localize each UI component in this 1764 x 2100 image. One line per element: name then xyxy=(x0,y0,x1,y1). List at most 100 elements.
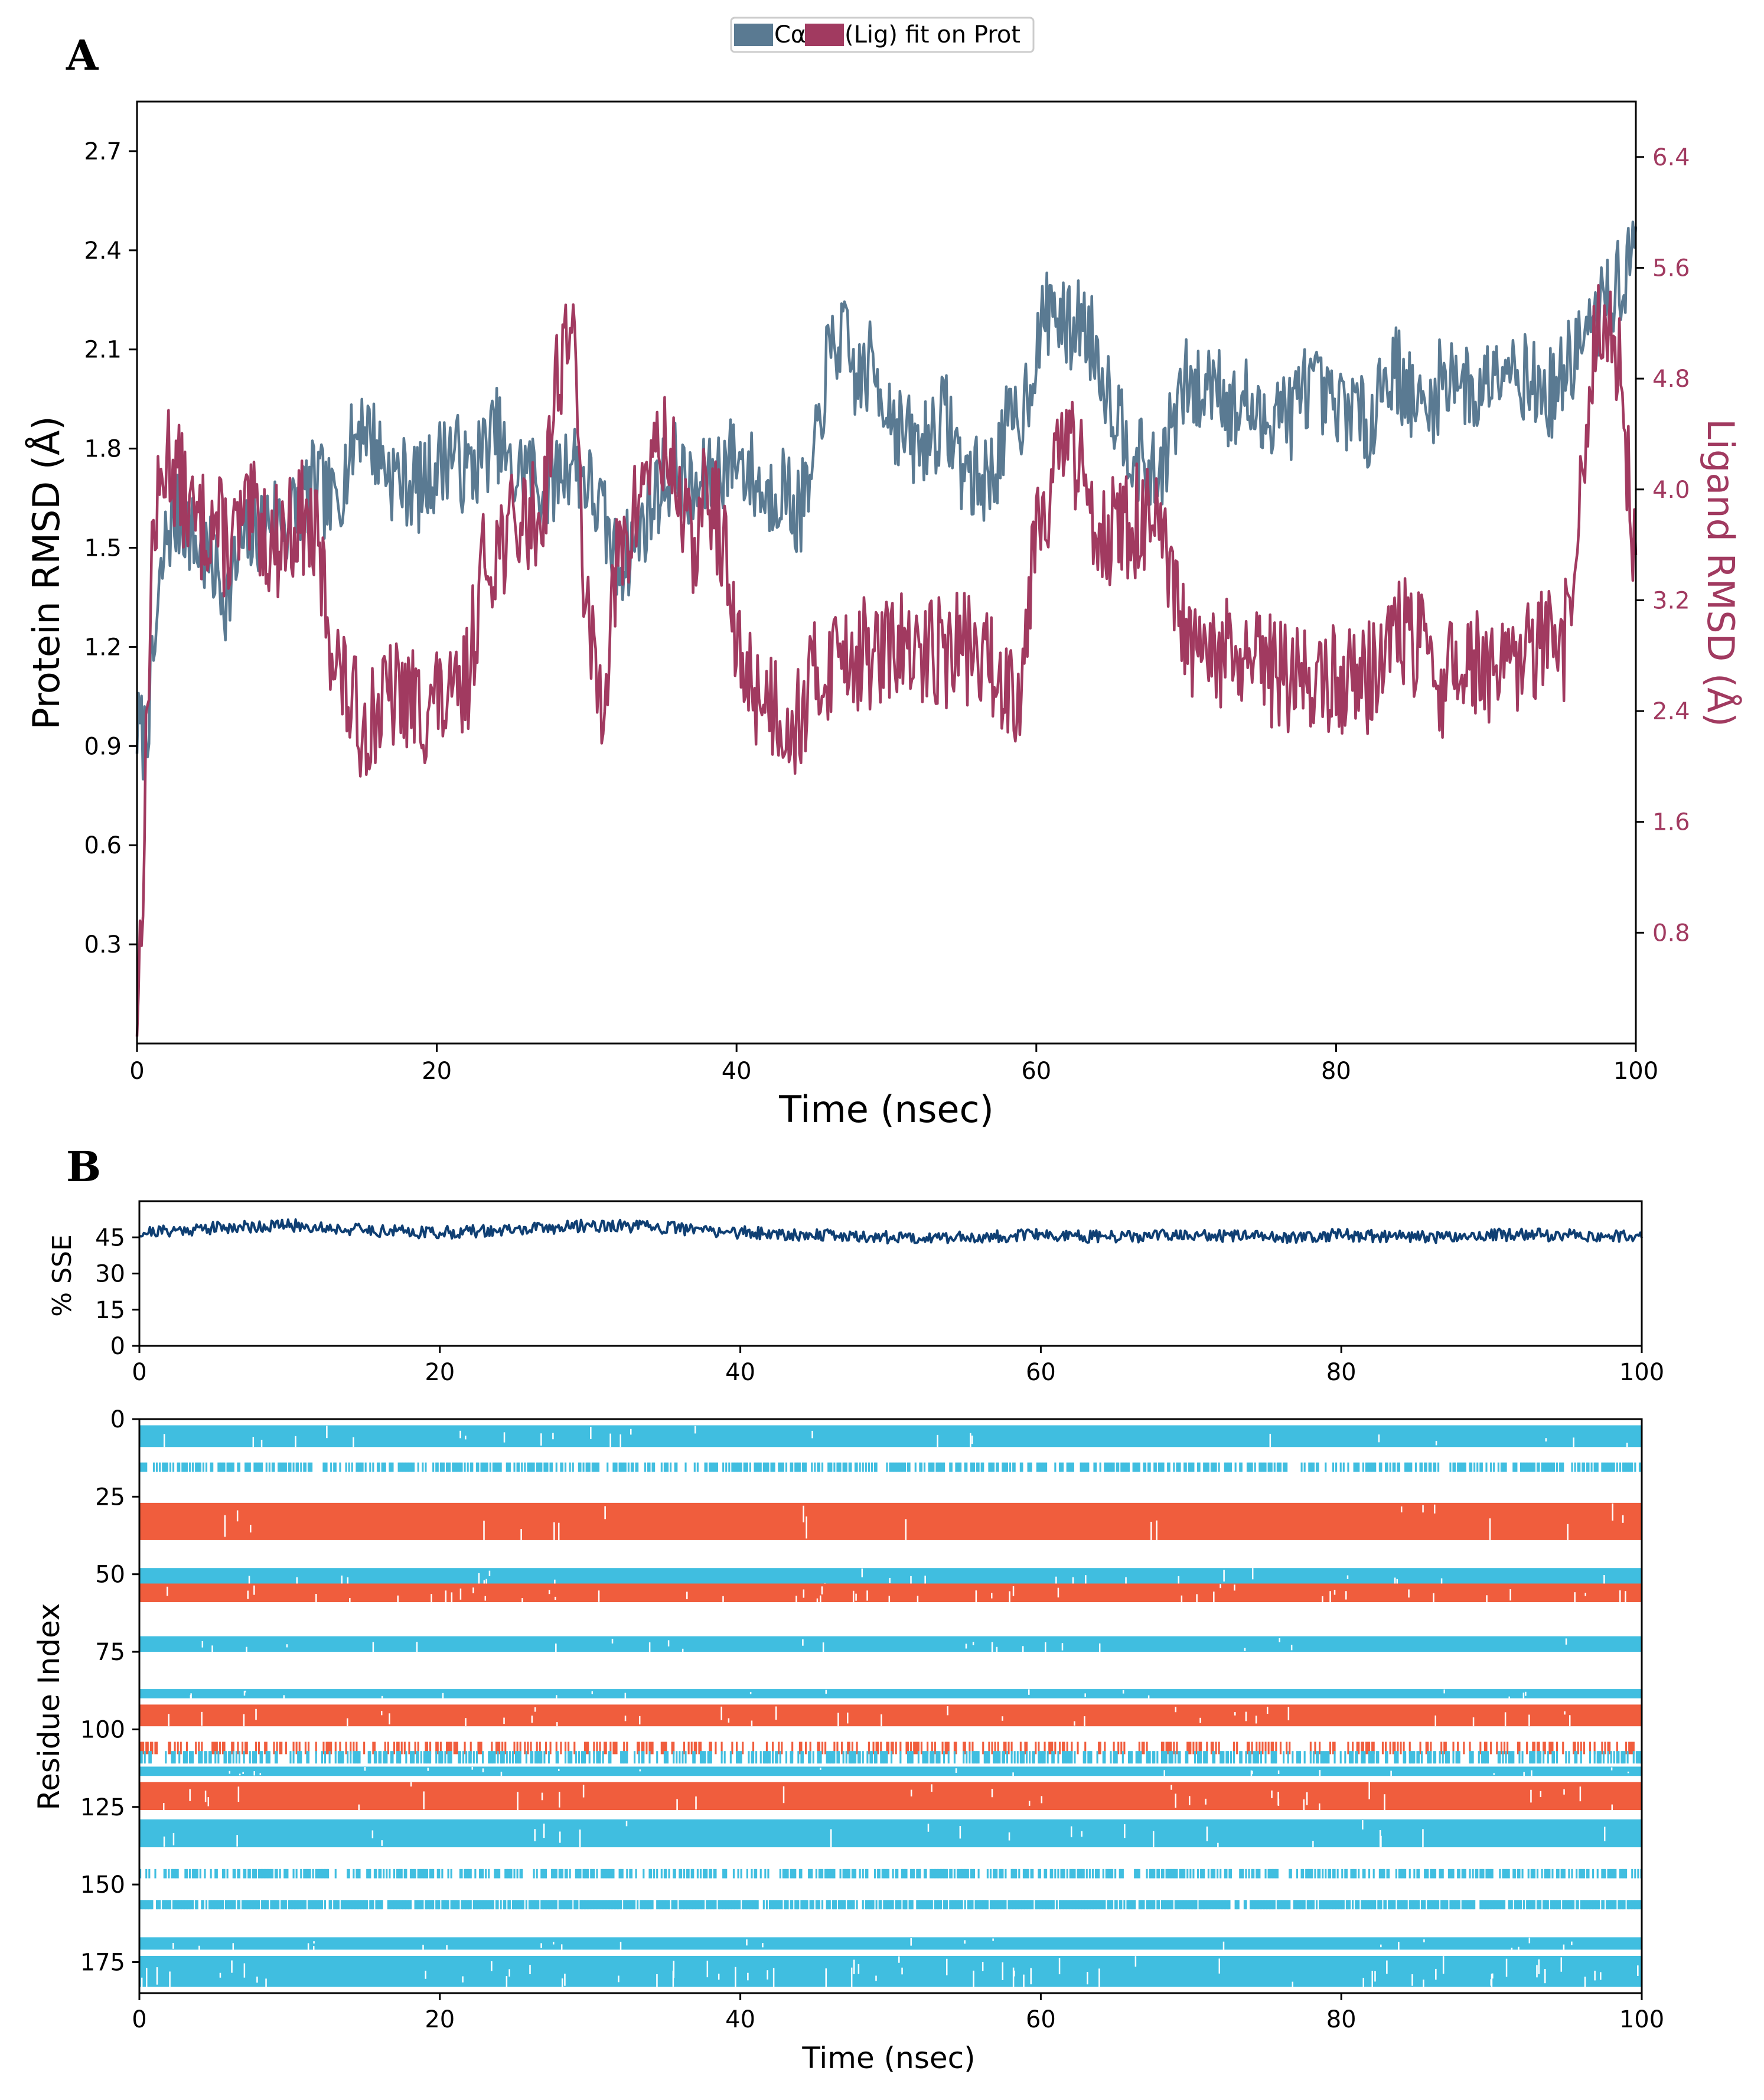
strand-frame-mark xyxy=(569,1869,571,1879)
protein-y-tick-label: 0.3 xyxy=(84,931,122,958)
strand-frame-mark xyxy=(626,1869,628,1879)
strand-frame-mark xyxy=(482,1462,484,1472)
strand-frame-mark xyxy=(1302,1900,1305,1910)
rmsd-x-axis-title: Time (nsec) xyxy=(778,1088,994,1131)
strand-frame-mark xyxy=(582,1751,585,1764)
strand-frame-mark xyxy=(1185,1462,1187,1472)
strand-frame-mark xyxy=(683,1900,686,1910)
strand-frame-mark xyxy=(157,1900,159,1910)
strand-frame-mark xyxy=(1228,1869,1231,1879)
strand-frame-mark xyxy=(1403,1751,1405,1764)
strand-frame-mark xyxy=(1168,1900,1170,1910)
strand-frame-mark xyxy=(1269,1462,1271,1472)
strand-frame-mark xyxy=(1171,1751,1173,1764)
strand-frame-mark xyxy=(278,1462,280,1472)
helix-frame-mark xyxy=(963,1742,965,1755)
strand-frame-mark xyxy=(1250,1900,1252,1910)
helix-frame-mark xyxy=(1146,1742,1148,1755)
strand-frame-mark xyxy=(1479,1462,1482,1472)
strand-frame-mark xyxy=(330,1462,332,1472)
band-gap xyxy=(821,1586,823,1594)
helix-frame-mark xyxy=(587,1742,589,1755)
strand-frame-mark xyxy=(381,1900,383,1910)
strand-frame-mark xyxy=(1160,1751,1163,1764)
strand-frame-mark xyxy=(1377,1900,1380,1910)
strand-frame-mark xyxy=(210,1900,212,1910)
strand-frame-mark xyxy=(1113,1462,1115,1472)
strand-frame-mark xyxy=(1210,1900,1213,1910)
helix-frame-mark xyxy=(255,1742,257,1755)
strand-frame-mark xyxy=(778,1462,780,1472)
band-gap xyxy=(198,1945,200,1950)
strand-frame-mark xyxy=(1239,1869,1241,1879)
helix-frame-mark xyxy=(1314,1742,1316,1755)
strand-frame-mark xyxy=(1021,1751,1023,1764)
strand-frame-mark xyxy=(214,1751,217,1764)
strand-frame-mark xyxy=(315,1900,317,1910)
strand-frame-mark xyxy=(801,1900,804,1910)
strand-frame-mark xyxy=(1485,1751,1488,1764)
strand-frame-mark xyxy=(1582,1869,1584,1879)
strand-frame-mark xyxy=(1029,1900,1031,1910)
band-gap xyxy=(558,1769,560,1771)
strand-frame-mark xyxy=(1060,1900,1062,1910)
helix-frame-mark xyxy=(1631,1742,1633,1755)
strand-frame-mark xyxy=(564,1900,567,1910)
helix-frame-mark xyxy=(1632,1742,1635,1755)
strand-frame-mark xyxy=(177,1900,179,1910)
band-gap xyxy=(1619,1590,1621,1602)
strand-frame-mark xyxy=(246,1462,248,1472)
band-gap xyxy=(991,1789,993,1798)
strand-frame-mark xyxy=(1339,1900,1342,1910)
strand-frame-mark xyxy=(537,1900,540,1910)
strand-frame-mark xyxy=(621,1751,624,1764)
strand-frame-mark xyxy=(969,1751,971,1764)
strand-frame-mark xyxy=(458,1900,460,1910)
strand-frame-mark xyxy=(862,1869,864,1879)
helix-frame-mark xyxy=(1518,1742,1521,1755)
strand-frame-mark xyxy=(731,1900,733,1910)
strand-frame-mark xyxy=(699,1751,702,1764)
strand-frame-mark xyxy=(633,1900,636,1910)
strand-frame-mark xyxy=(943,1869,945,1879)
helix-frame-mark xyxy=(169,1742,172,1755)
strand-frame-mark xyxy=(629,1869,631,1879)
strand-frame-mark xyxy=(729,1751,732,1764)
strand-frame-mark xyxy=(1263,1462,1266,1472)
helix-frame-mark xyxy=(155,1742,158,1755)
band-gap xyxy=(1205,1798,1207,1805)
strand-frame-mark xyxy=(709,1462,711,1472)
band-gap xyxy=(353,1437,354,1447)
strand-frame-mark xyxy=(934,1900,936,1910)
strand-frame-mark xyxy=(1486,1900,1489,1910)
sse-y-axis-title: % SSE xyxy=(47,1234,77,1316)
helix-frame-mark xyxy=(491,1742,493,1755)
strand-frame-mark xyxy=(781,1462,783,1472)
helix-frame-mark xyxy=(1279,1742,1282,1755)
strand-frame-mark xyxy=(985,1900,987,1910)
strand-frame-mark xyxy=(1009,1900,1012,1910)
band-gap xyxy=(672,1970,674,1987)
strand-frame-mark xyxy=(1204,1900,1207,1910)
strand-frame-mark xyxy=(1090,1751,1093,1764)
band-gap xyxy=(1408,1589,1410,1598)
strand-frame-mark xyxy=(1012,1462,1015,1472)
strand-frame-mark xyxy=(1572,1900,1575,1910)
strand-frame-mark xyxy=(184,1462,187,1472)
strand-frame-mark xyxy=(321,1900,323,1910)
strand-frame-mark xyxy=(1442,1900,1444,1910)
strand-frame-mark xyxy=(1553,1900,1556,1910)
strand-frame-mark xyxy=(1066,1462,1068,1472)
strand-frame-mark xyxy=(743,1900,745,1910)
strand-frame-mark xyxy=(506,1751,508,1764)
helix-frame-mark xyxy=(393,1742,396,1755)
strand-frame-mark xyxy=(1338,1900,1341,1910)
strand-frame-mark xyxy=(1317,1751,1319,1764)
strand-frame-mark xyxy=(713,1900,715,1910)
strand-frame-mark xyxy=(937,1462,940,1472)
helix-frame-mark xyxy=(1551,1742,1554,1755)
strand-frame-mark xyxy=(1039,1462,1041,1472)
strand-frame-mark xyxy=(955,1462,957,1472)
strand-frame-mark xyxy=(464,1462,466,1472)
strand-frame-mark xyxy=(1015,1869,1018,1879)
